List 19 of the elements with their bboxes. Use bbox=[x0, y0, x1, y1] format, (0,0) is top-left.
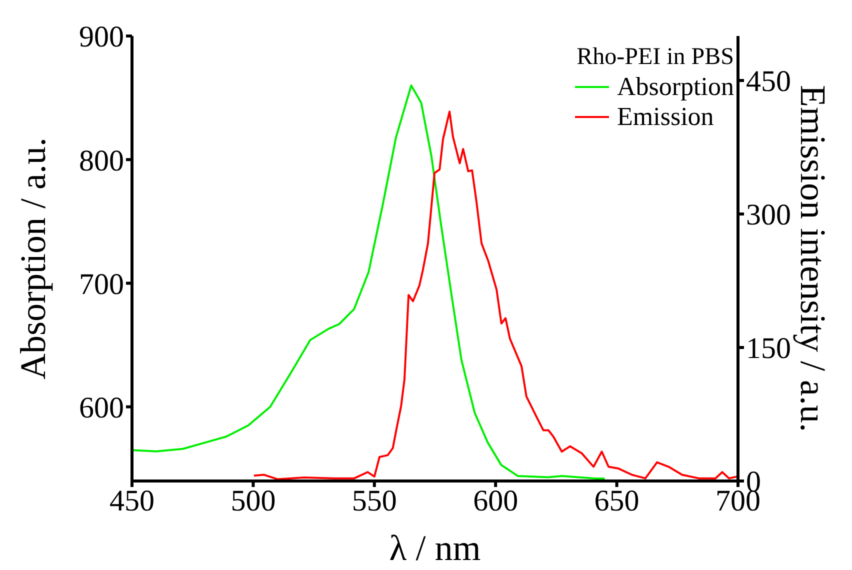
x-tick-label: 500 bbox=[230, 484, 276, 518]
legend-label: Absorption bbox=[617, 72, 734, 102]
x-tick-label: 550 bbox=[352, 484, 397, 518]
x-tick-label: 600 bbox=[473, 484, 518, 518]
y-axis-title: Absorption / a.u. bbox=[12, 138, 53, 380]
y-tick-label: 700 bbox=[79, 268, 124, 301]
legend-label: Emission bbox=[617, 102, 714, 132]
y-tick-label: 600 bbox=[79, 391, 124, 424]
y2-tick-label: 450 bbox=[746, 65, 791, 98]
x-tick-label: 650 bbox=[594, 484, 640, 518]
line-series bbox=[132, 84, 606, 480]
x-axis-title: λ / nm bbox=[389, 528, 481, 568]
legend-title: Rho-PEI in PBS bbox=[576, 43, 734, 72]
y-tick-label: 800 bbox=[79, 144, 124, 178]
y2-axis-title: Emission intensity / a.u. bbox=[793, 85, 834, 432]
y-tick-label: 900 bbox=[79, 20, 124, 54]
y2-tick-label: 150 bbox=[746, 332, 791, 366]
y2-tick-label: 300 bbox=[746, 198, 791, 232]
x-tick-label: 450 bbox=[110, 484, 154, 518]
